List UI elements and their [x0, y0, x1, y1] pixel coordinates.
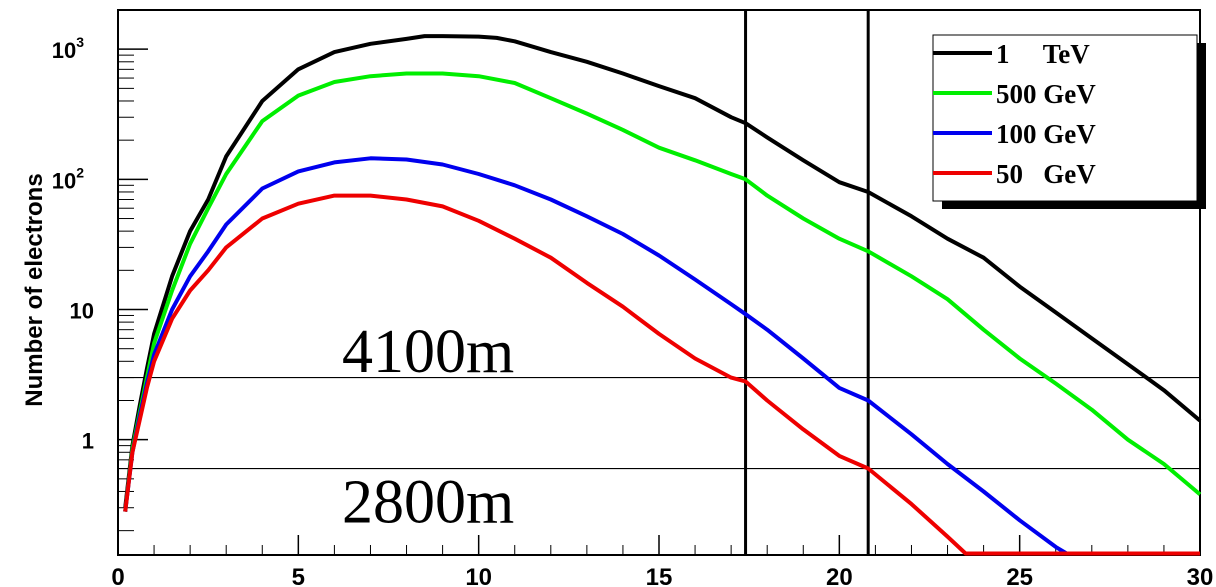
- legend-label: 100 GeV: [996, 119, 1096, 149]
- x-tick-label: 10: [465, 564, 492, 587]
- y-tick-label: 1: [82, 429, 94, 454]
- x-tick-label: 20: [826, 564, 853, 587]
- y-tick-label: 10: [70, 299, 94, 324]
- series-line-2: [123, 156, 1200, 556]
- series-line-3: [123, 193, 1200, 556]
- axis-ticks: 0 5 10 15 20 25 30 1 10 102 103: [52, 9, 1214, 587]
- x-tick-label: 0: [111, 564, 124, 587]
- y-tick-exponent: 3: [76, 34, 84, 50]
- x-tick-label: 30: [1187, 564, 1214, 587]
- legend-label: 1 TeV: [996, 39, 1090, 69]
- series-group: [123, 34, 1202, 556]
- altitude-annotation: 4100m: [342, 318, 514, 386]
- x-tick-label: 5: [292, 564, 305, 587]
- legend-label: 500 GeV: [996, 79, 1096, 109]
- y-axis-label: Number of electrons: [21, 173, 48, 406]
- x-tick-label: 15: [646, 564, 673, 587]
- legend-label: 50 GeV: [996, 159, 1096, 189]
- legend: 1 TeV 500 GeV 100 GeV 50 GeV: [932, 34, 1206, 209]
- series-line-1: [123, 71, 1202, 512]
- y-tick-exponent: 2: [76, 164, 84, 180]
- y-tick-label: 102: [52, 164, 84, 193]
- series-line-0: [123, 34, 1202, 508]
- annotations-group: 4100m 2800m: [342, 318, 514, 537]
- reference-lines: [118, 10, 1200, 555]
- y-tick-label: 103: [52, 34, 84, 63]
- x-tick-label: 25: [1006, 564, 1033, 587]
- altitude-annotation: 2800m: [342, 469, 514, 537]
